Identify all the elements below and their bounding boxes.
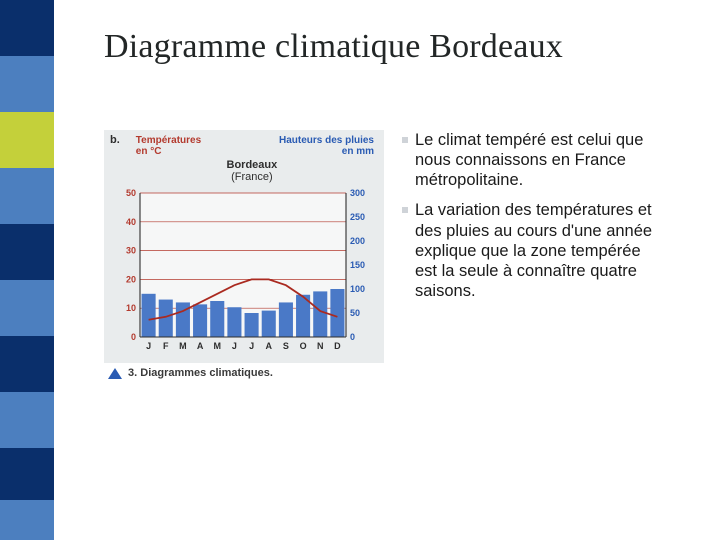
svg-text:50: 50 xyxy=(350,308,360,318)
svg-text:J: J xyxy=(249,341,254,351)
svg-text:100: 100 xyxy=(350,284,365,294)
diagram-caption-row: 3. Diagrammes climatiques. xyxy=(104,363,384,381)
list-item: Le climat tempéré est celui que nous con… xyxy=(402,130,660,190)
svg-text:O: O xyxy=(300,341,307,351)
climate-diagram-panel: b. Températures en °C Hauteurs des pluie… xyxy=(104,130,384,363)
svg-text:30: 30 xyxy=(126,246,136,256)
stripe-segment xyxy=(0,224,54,280)
stripe-segment xyxy=(0,280,54,336)
svg-text:20: 20 xyxy=(126,274,136,284)
diagram-header: Températures en °C Hauteurs des pluies e… xyxy=(136,136,374,157)
diagram-city: Bordeaux (France) xyxy=(126,159,378,183)
side-stripe xyxy=(0,0,54,540)
bullet-text: Le climat tempéré est celui que nous con… xyxy=(415,130,660,190)
stripe-segment xyxy=(0,112,54,168)
svg-text:D: D xyxy=(334,341,341,351)
svg-text:N: N xyxy=(317,341,324,351)
svg-text:F: F xyxy=(163,341,169,351)
diagram-caption: 3. Diagrammes climatiques. xyxy=(128,367,273,379)
bullet-icon xyxy=(402,207,408,213)
stripe-segment xyxy=(0,168,54,224)
svg-text:40: 40 xyxy=(126,217,136,227)
svg-text:0: 0 xyxy=(131,332,136,342)
temp-axis-title: Températures en °C xyxy=(136,136,201,157)
stripe-segment xyxy=(0,392,54,448)
climate-chart: 01020304050050100150200250300JFMAMJJASON… xyxy=(110,187,376,357)
svg-text:A: A xyxy=(197,341,204,351)
description-column: Le climat tempéré est celui que nous con… xyxy=(402,130,660,381)
stripe-segment xyxy=(0,56,54,112)
slide: Diagramme climatique Bordeaux b. Tempéra… xyxy=(0,0,720,540)
section-label: b. xyxy=(110,134,120,146)
list-item: La variation des températures et des plu… xyxy=(402,200,660,301)
svg-text:150: 150 xyxy=(350,260,365,270)
svg-text:M: M xyxy=(179,341,187,351)
svg-text:0: 0 xyxy=(350,332,355,342)
svg-text:J: J xyxy=(232,341,237,351)
bullet-icon xyxy=(402,137,408,143)
stripe-segment xyxy=(0,500,54,540)
svg-text:J: J xyxy=(146,341,151,351)
stripe-segment xyxy=(0,0,54,56)
stripe-segment xyxy=(0,448,54,500)
content-row: b. Températures en °C Hauteurs des pluie… xyxy=(104,130,664,381)
svg-text:10: 10 xyxy=(126,303,136,313)
bullet-text: La variation des températures et des plu… xyxy=(415,200,660,301)
stripe-segment xyxy=(0,336,54,392)
page-title: Diagramme climatique Bordeaux xyxy=(104,28,563,66)
svg-text:A: A xyxy=(266,341,273,351)
diagram-wrap: b. Températures en °C Hauteurs des pluie… xyxy=(104,130,384,381)
svg-text:M: M xyxy=(214,341,222,351)
svg-text:250: 250 xyxy=(350,212,365,222)
svg-text:50: 50 xyxy=(126,188,136,198)
rain-axis-title: Hauteurs des pluies en mm xyxy=(279,136,374,157)
triangle-icon xyxy=(108,368,122,379)
svg-text:300: 300 xyxy=(350,188,365,198)
svg-text:S: S xyxy=(283,341,289,351)
svg-text:200: 200 xyxy=(350,236,365,246)
